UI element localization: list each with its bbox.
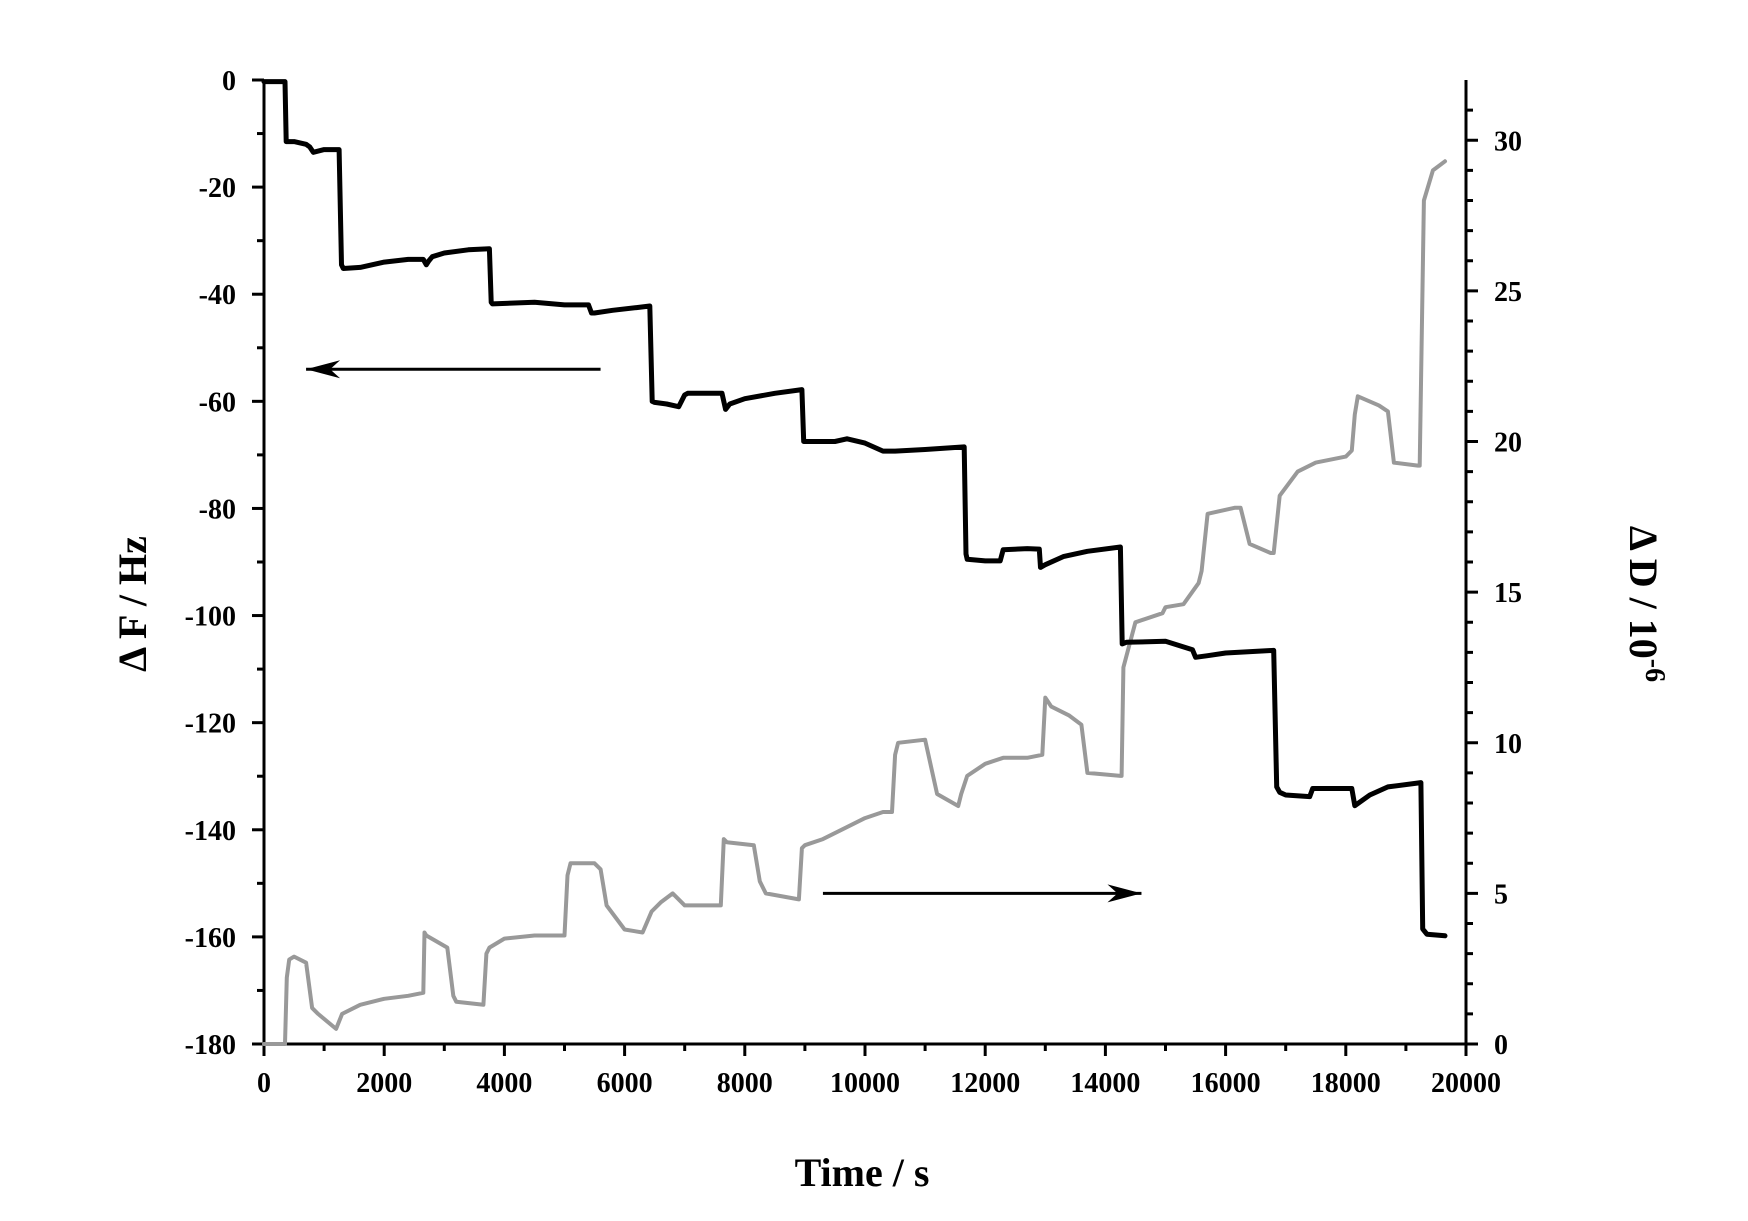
y-axis-right-title-exponent: -6: [1639, 659, 1670, 682]
series-layer: [261, 79, 1448, 1046]
y-left-tick-label: -80: [199, 494, 236, 525]
y-right-tick-label: 10: [1494, 729, 1522, 760]
y-right-tick-label: 30: [1494, 126, 1522, 157]
y-left-tick-label: -180: [185, 1030, 236, 1061]
x-tick-label: 16000: [1191, 1068, 1261, 1099]
arrow-right-head: [1107, 884, 1142, 903]
x-tick-label: 6000: [597, 1068, 653, 1099]
axes: 0 2000 4000 6000 8000 10000 12000 14000 16000 180…: [185, 66, 1522, 1099]
x-tick-label: 2000: [356, 1068, 412, 1099]
y-right-tick-label: 5: [1494, 879, 1508, 910]
y-left-tick-label: -140: [185, 816, 236, 847]
y-right-tick-label: 0: [1494, 1030, 1508, 1061]
x-tick-label: 8000: [717, 1068, 773, 1099]
y-left-tick-label: -120: [185, 709, 236, 740]
y-right-tick-label: 20: [1494, 428, 1522, 459]
y-left-tick-label: -20: [199, 173, 236, 204]
y-right-tick-label: 25: [1494, 277, 1522, 308]
x-tick-label: 14000: [1070, 1068, 1140, 1099]
arrow-left-head: [306, 360, 341, 379]
y-axis-right-title: Δ D / 10-6: [1621, 526, 1670, 682]
x-axis-title: Time / s: [795, 1150, 930, 1195]
y-axis-left-title: Δ F / Hz: [110, 536, 155, 672]
y-left-tick-label: 0: [222, 66, 236, 97]
x-tick-label: 18000: [1311, 1068, 1381, 1099]
y-left-tick-label: -160: [185, 923, 236, 954]
x-tick-label: 10000: [830, 1068, 900, 1099]
y-left-tick-label: -60: [199, 387, 236, 418]
y-left-tick-label: -40: [199, 280, 236, 311]
annotations: [306, 360, 1142, 903]
y-right-tick-label: 15: [1494, 578, 1522, 609]
y-axis-right-title-base: Δ D / 10: [1621, 526, 1666, 659]
series-line-frequency: [261, 79, 1448, 939]
x-tick-label: 20000: [1431, 1068, 1501, 1099]
series-line-dissipation: [262, 159, 1447, 1046]
y-left-tick-label: -100: [185, 602, 236, 633]
x-tick-label: 0: [257, 1068, 271, 1099]
x-tick-label: 4000: [476, 1068, 532, 1099]
x-tick-label: 12000: [950, 1068, 1020, 1099]
